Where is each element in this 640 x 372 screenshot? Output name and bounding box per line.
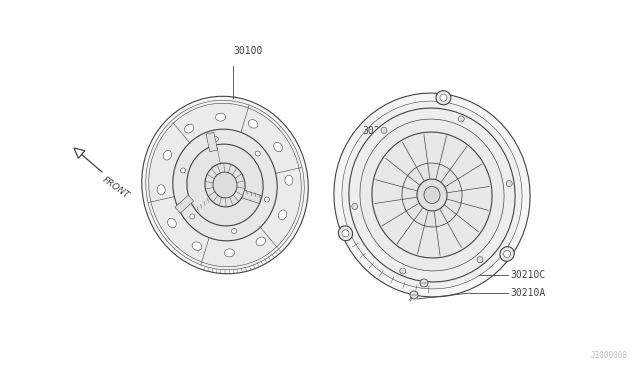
Polygon shape (74, 148, 85, 158)
Ellipse shape (148, 103, 301, 267)
Ellipse shape (360, 119, 504, 271)
Ellipse shape (372, 132, 492, 258)
Ellipse shape (334, 93, 530, 297)
Ellipse shape (192, 242, 202, 250)
Circle shape (342, 230, 349, 237)
Circle shape (213, 137, 218, 141)
Ellipse shape (248, 120, 258, 128)
Text: 30210C: 30210C (510, 270, 545, 280)
Circle shape (190, 214, 195, 219)
Ellipse shape (213, 172, 237, 198)
Circle shape (352, 203, 358, 209)
Bar (242, 190, 262, 203)
Circle shape (255, 151, 260, 156)
Ellipse shape (184, 124, 194, 133)
Ellipse shape (402, 163, 462, 227)
Text: 30100: 30100 (234, 46, 262, 56)
Circle shape (420, 279, 428, 287)
Ellipse shape (500, 247, 515, 261)
Circle shape (381, 127, 387, 134)
Bar (175, 195, 194, 213)
Ellipse shape (424, 186, 440, 203)
Circle shape (477, 257, 483, 263)
Circle shape (232, 228, 237, 234)
Text: J3000008: J3000008 (591, 351, 628, 360)
Circle shape (506, 180, 512, 187)
Text: 30210A: 30210A (510, 288, 545, 298)
Ellipse shape (205, 163, 245, 207)
Ellipse shape (146, 100, 304, 270)
Circle shape (410, 291, 418, 299)
Ellipse shape (274, 142, 282, 152)
Ellipse shape (436, 91, 451, 105)
Ellipse shape (256, 237, 266, 246)
Ellipse shape (163, 150, 172, 160)
Ellipse shape (278, 210, 287, 219)
Ellipse shape (168, 218, 176, 228)
Ellipse shape (225, 249, 234, 257)
Circle shape (400, 268, 406, 274)
Circle shape (504, 250, 511, 257)
Ellipse shape (141, 96, 308, 274)
Circle shape (264, 197, 269, 202)
Text: 30210: 30210 (362, 126, 392, 136)
Ellipse shape (342, 101, 522, 289)
Ellipse shape (417, 179, 447, 211)
Circle shape (180, 168, 186, 173)
Ellipse shape (339, 226, 353, 241)
Bar (206, 132, 218, 152)
Ellipse shape (173, 129, 277, 241)
Ellipse shape (216, 113, 225, 121)
Circle shape (440, 94, 447, 101)
Text: FRONT: FRONT (101, 175, 131, 200)
Circle shape (458, 116, 464, 122)
Ellipse shape (187, 144, 263, 226)
Ellipse shape (349, 108, 515, 282)
Ellipse shape (157, 185, 165, 195)
Ellipse shape (285, 175, 293, 185)
